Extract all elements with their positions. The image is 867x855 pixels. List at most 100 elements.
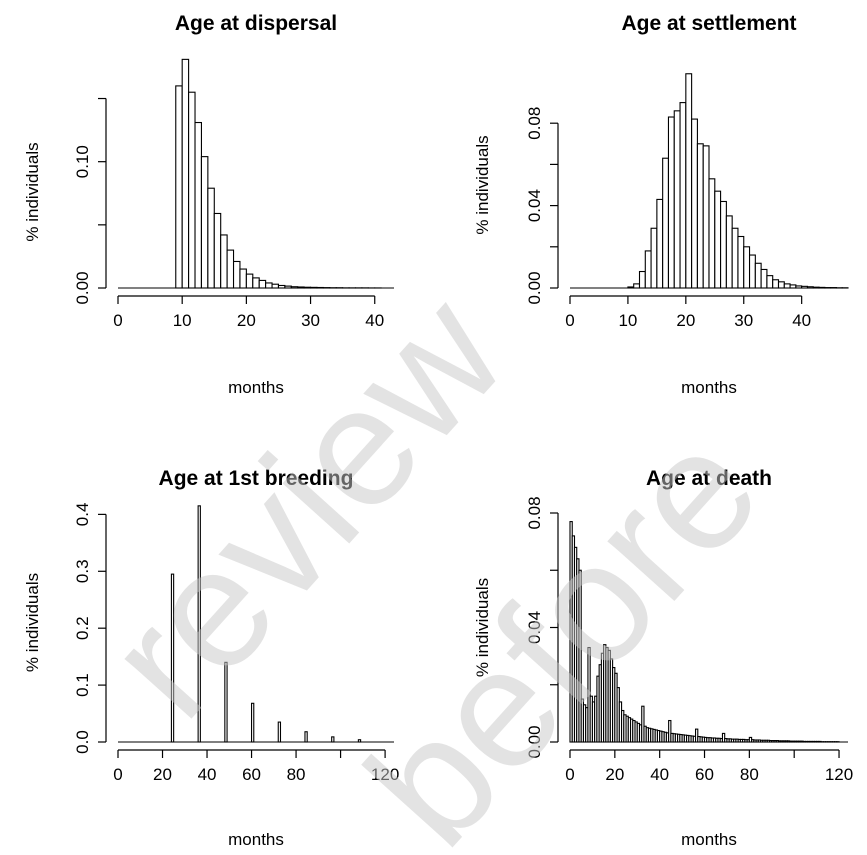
bar xyxy=(692,119,698,288)
bar xyxy=(715,191,721,288)
bar xyxy=(657,199,663,288)
y-tick-label: 0.4 xyxy=(73,503,92,527)
bar xyxy=(640,272,646,288)
bar xyxy=(227,250,233,288)
x-tick-label: 20 xyxy=(153,765,172,784)
bar xyxy=(784,284,790,288)
bar xyxy=(317,287,323,288)
bar xyxy=(198,506,200,742)
bar xyxy=(234,261,240,288)
x-tick-label: 0 xyxy=(565,311,574,330)
y-tick-label: 0.10 xyxy=(73,145,92,178)
bar xyxy=(225,662,227,742)
x-tick-label: 40 xyxy=(198,765,217,784)
y-tick-label: 0.00 xyxy=(73,271,92,304)
y-tick-label: 0.00 xyxy=(525,271,544,304)
bar xyxy=(819,287,825,288)
bar xyxy=(721,201,727,288)
bar xyxy=(738,237,744,289)
bar xyxy=(208,188,214,288)
x-tick-label: 0 xyxy=(565,765,574,784)
bar xyxy=(796,286,802,288)
bar xyxy=(221,235,227,288)
bar xyxy=(176,86,182,288)
y-axis-label: % individuals xyxy=(473,578,492,677)
bar xyxy=(744,247,750,288)
y-axis-label: % individuals xyxy=(23,573,42,672)
x-axis-label: months xyxy=(681,378,737,397)
x-tick-label: 20 xyxy=(237,311,256,330)
y-tick-label: 0.3 xyxy=(73,559,92,583)
bar xyxy=(813,287,819,288)
bar xyxy=(305,732,307,742)
bar xyxy=(278,285,284,288)
bar xyxy=(773,280,779,288)
x-axis-label: months xyxy=(681,830,737,849)
bar xyxy=(663,158,669,288)
y-axis-label: % individuals xyxy=(23,142,42,241)
x-tick-label: 40 xyxy=(792,311,811,330)
y-tick-label: 0.08 xyxy=(525,496,544,529)
x-tick-label: 120 xyxy=(371,765,399,784)
y-axis-label: % individuals xyxy=(473,135,492,234)
bar xyxy=(628,287,634,288)
y-tick-label: 0.1 xyxy=(73,673,92,697)
x-axis-label: months xyxy=(228,830,284,849)
bar xyxy=(291,287,297,288)
x-tick-label: 10 xyxy=(173,311,192,330)
x-tick-label: 0 xyxy=(113,311,122,330)
bar xyxy=(304,287,310,288)
bar xyxy=(214,213,220,288)
x-tick-label: 30 xyxy=(301,311,320,330)
panel-title: Age at death xyxy=(646,467,772,490)
panel-title: Age at 1st breeding xyxy=(159,467,354,490)
panel-title: Age at dispersal xyxy=(175,12,337,35)
bar xyxy=(686,74,692,288)
bar xyxy=(674,111,680,288)
bar xyxy=(802,286,808,288)
x-tick-label: 20 xyxy=(605,765,624,784)
bar xyxy=(750,255,756,288)
bar xyxy=(171,574,173,742)
y-tick-label: 0.0 xyxy=(73,730,92,754)
bar xyxy=(358,740,360,742)
y-tick-label: 0.04 xyxy=(525,189,544,222)
watermark: review before xyxy=(70,259,795,850)
svg-text:review: review xyxy=(70,259,541,752)
bar xyxy=(311,287,317,288)
x-tick-label: 40 xyxy=(365,311,384,330)
y-tick-label: 0.2 xyxy=(73,616,92,640)
x-tick-label: 30 xyxy=(734,311,753,330)
bar xyxy=(246,274,252,288)
bar xyxy=(755,263,761,288)
bar xyxy=(298,287,304,288)
svg-text:before: before xyxy=(331,395,795,850)
bar xyxy=(240,269,246,288)
x-tick-label: 60 xyxy=(242,765,261,784)
y-tick-label: 0.00 xyxy=(525,725,544,758)
bar xyxy=(651,228,657,288)
x-tick-label: 10 xyxy=(618,311,637,330)
bar xyxy=(645,251,651,288)
bar xyxy=(182,59,188,288)
x-tick-label: 80 xyxy=(287,765,306,784)
bar xyxy=(761,269,767,288)
bar xyxy=(726,216,732,288)
bar xyxy=(272,284,278,288)
x-tick-label: 120 xyxy=(825,765,853,784)
x-tick-label: 20 xyxy=(676,311,695,330)
bar xyxy=(807,287,813,288)
bar xyxy=(697,144,703,288)
bar xyxy=(703,146,709,288)
bar xyxy=(253,278,259,288)
bar xyxy=(259,280,265,288)
panel-title: Age at settlement xyxy=(621,12,796,35)
bar xyxy=(680,103,686,288)
x-tick-label: 40 xyxy=(650,765,669,784)
